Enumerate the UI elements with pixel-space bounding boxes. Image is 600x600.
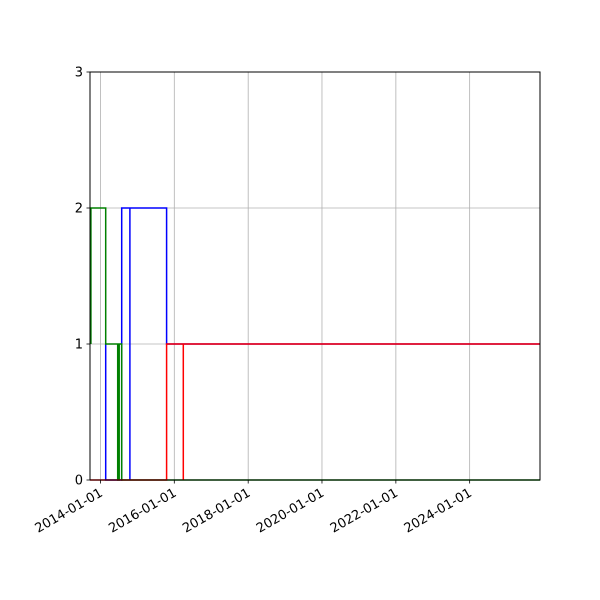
x-tick-label: 2022-01-01 <box>328 486 401 537</box>
x-tick-label: 2016-01-01 <box>106 486 179 537</box>
y-tick-label: 2 <box>75 202 83 217</box>
y-tick-label: 3 <box>75 66 83 81</box>
x-tick-label: 2014-01-01 <box>33 486 106 537</box>
x-tick-label: 2018-01-01 <box>180 486 253 537</box>
grid-lines <box>90 71 540 481</box>
x-tick-label: 2024-01-01 <box>402 486 475 537</box>
y-tick-label: 1 <box>75 338 83 353</box>
x-tick-label: 2020-01-01 <box>254 486 327 537</box>
series-line-2 <box>90 343 540 481</box>
plot-frame <box>89 71 541 481</box>
y-axis-ticks: 0 1 2 3 <box>75 66 90 489</box>
y-tick-label: 0 <box>75 474 83 489</box>
x-axis-ticks: 2014-01-01 2016-01-01 2018-01-01 2020-01-01… <box>33 480 475 536</box>
